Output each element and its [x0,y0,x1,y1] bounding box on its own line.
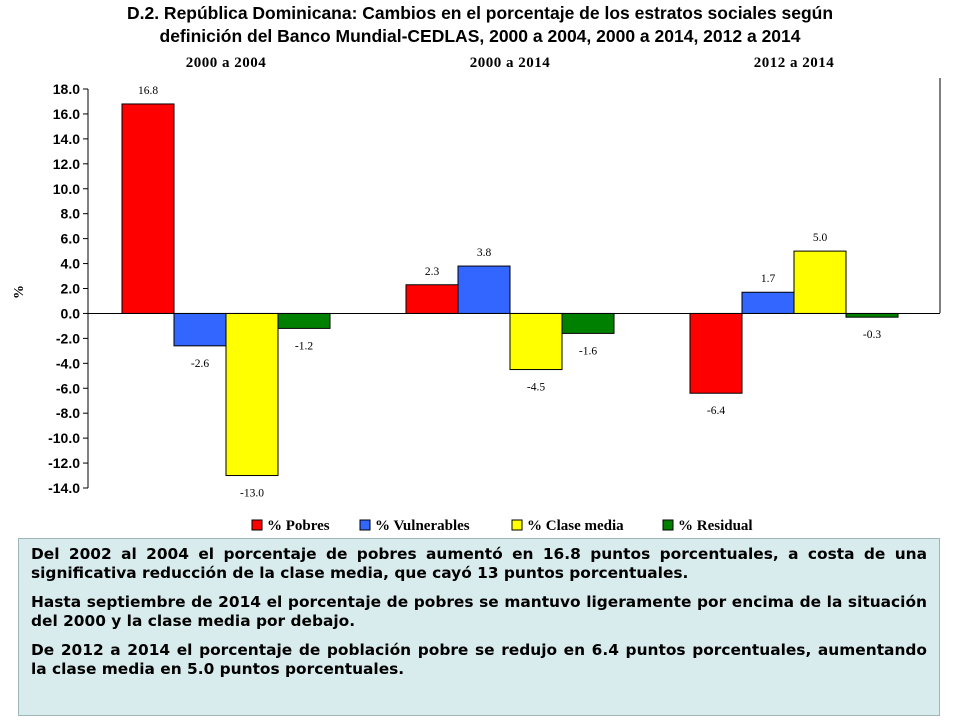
legend-label: % Residual [678,518,753,534]
data-label: 3.8 [477,247,492,259]
bar [741,291,795,314]
chart-title: D.2. República Dominicana: Cambios en el… [0,2,960,48]
y-tick-label: -4.0 [56,355,80,371]
y-tick-label: 14.0 [53,131,80,147]
data-label: -4.5 [527,382,545,394]
data-label: -1.6 [579,345,597,357]
bar [277,312,331,329]
category-label: 2000 a 2014 [470,55,551,71]
title-line-2: definición del Banco Mundial-CEDLAS, 200… [159,26,801,46]
bar [457,265,511,314]
y-tick-label: 4.0 [61,256,81,272]
y-tick-label: 6.0 [61,231,81,247]
data-label: -6.4 [707,405,725,417]
legend-label: % Pobres [267,518,330,534]
category-label: 2012 a 2014 [754,55,835,71]
y-tick-label: 8.0 [61,206,81,222]
y-tick-label: -14.0 [48,480,80,496]
y-tick-label: -6.0 [56,380,80,396]
legend-swatch [511,519,523,531]
data-label: 16.8 [138,85,158,97]
y-tick-label: 2.0 [61,281,81,297]
bar [121,103,175,314]
data-label: -2.6 [191,358,209,370]
y-tick-label: 16.0 [53,106,80,122]
bar [225,312,279,477]
bar-chart: 2000 a 2004 2000 a 2014 2012 a 2014 16.8 2.3… [12,55,941,534]
bar [509,312,563,371]
bar [793,250,847,314]
notes-box: Del 2002 al 2004 el porcentaje de pobres… [18,538,940,716]
title-line-1: D.2. República Dominicana: Cambios en el… [126,3,834,23]
y-tick-label: -2.0 [56,330,80,346]
legend-swatch [359,519,371,531]
data-label: -0.3 [863,329,881,341]
category-label: 2000 a 2004 [186,55,267,71]
bar [173,312,227,347]
y-tick-label: 12.0 [53,156,80,172]
bar [561,312,615,334]
note-paragraph-3: De 2012 a 2014 el porcentaje de població… [31,641,927,678]
y-tick-label: -12.0 [48,455,80,471]
legend-label: % Vulnerables [375,518,470,534]
y-tick-label: -10.0 [48,430,80,446]
bar [845,312,899,318]
note-paragraph-1: Del 2002 al 2004 el porcentaje de pobres… [31,545,927,582]
y-axis-label: % [12,285,27,299]
y-tick-label: 0.0 [61,305,81,321]
bar [689,312,743,394]
legend-swatch [251,519,263,531]
data-label: 5.0 [813,232,828,244]
data-label: 2.3 [425,266,440,278]
data-label: -13.0 [240,488,264,500]
legend-swatch [662,519,674,531]
legend-label: % Clase media [527,518,624,534]
y-tick-label: -8.0 [56,405,80,421]
y-tick-label: 10.0 [53,181,80,197]
note-paragraph-2: Hasta septiembre de 2014 el porcentaje d… [31,593,927,630]
data-label: 1.7 [761,273,776,285]
bar [405,284,459,314]
y-tick-label: 18.0 [53,81,80,97]
data-label: -1.2 [295,340,313,352]
